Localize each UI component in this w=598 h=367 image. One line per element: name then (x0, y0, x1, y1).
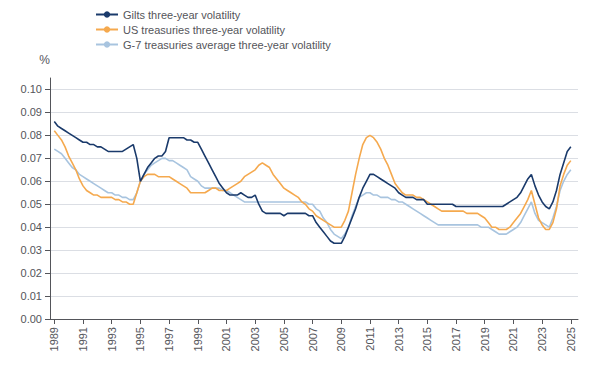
svg-text:0.02: 0.02 (21, 267, 42, 279)
svg-text:0.07: 0.07 (21, 152, 42, 164)
svg-text:2013: 2013 (393, 327, 405, 351)
svg-text:0.09: 0.09 (21, 106, 42, 118)
svg-text:1997: 1997 (163, 327, 175, 351)
svg-text:2011: 2011 (364, 327, 376, 351)
svg-text:2001: 2001 (220, 327, 232, 351)
svg-text:1993: 1993 (106, 327, 118, 351)
svg-text:0.10: 0.10 (21, 83, 42, 95)
svg-text:1989: 1989 (48, 327, 60, 351)
svg-text:%: % (39, 53, 50, 67)
svg-text:0.00: 0.00 (21, 313, 42, 325)
svg-text:US treasuries three-year volat: US treasuries three-year volatility (123, 24, 286, 36)
svg-text:G-7 treasuries average three-y: G-7 treasuries average three-year volati… (123, 39, 331, 51)
svg-text:2019: 2019 (479, 327, 491, 351)
svg-text:2007: 2007 (307, 327, 319, 351)
svg-text:0.08: 0.08 (21, 129, 42, 141)
svg-text:1999: 1999 (192, 327, 204, 351)
svg-text:0.06: 0.06 (21, 175, 42, 187)
svg-text:2003: 2003 (249, 327, 261, 351)
svg-text:2005: 2005 (278, 327, 290, 351)
svg-text:1995: 1995 (134, 327, 146, 351)
svg-text:2023: 2023 (536, 327, 548, 351)
svg-text:2025: 2025 (565, 327, 577, 351)
svg-text:0.04: 0.04 (21, 221, 42, 233)
svg-text:2021: 2021 (507, 327, 519, 351)
svg-text:0.03: 0.03 (21, 244, 42, 256)
svg-text:0.01: 0.01 (21, 290, 42, 302)
svg-text:2017: 2017 (450, 327, 462, 351)
svg-text:0.05: 0.05 (21, 198, 42, 210)
svg-text:2015: 2015 (421, 327, 433, 351)
svg-text:2009: 2009 (335, 327, 347, 351)
svg-text:Gilts three-year volatility: Gilts three-year volatility (123, 9, 241, 21)
svg-text:1991: 1991 (77, 327, 89, 351)
